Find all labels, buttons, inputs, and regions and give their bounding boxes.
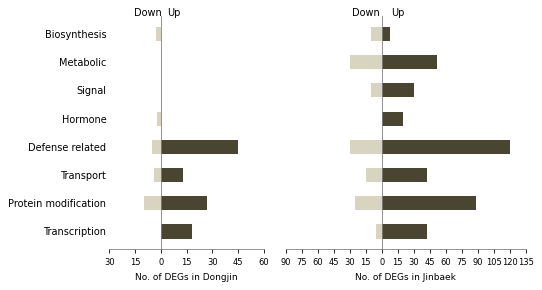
Bar [157,112,161,126]
Text: Up: Up [391,8,404,19]
Bar [382,224,427,238]
Bar [350,55,382,69]
Bar [161,168,183,182]
Bar [382,168,427,182]
Text: Up: Up [167,8,180,19]
Bar [152,140,161,154]
Bar [382,112,403,126]
Bar [355,196,382,210]
Bar [161,140,238,154]
Bar [366,168,382,182]
Bar [144,196,161,210]
X-axis label: No. of DEGs in Jinbaek: No. of DEGs in Jinbaek [355,273,456,282]
Bar [156,27,161,41]
Text: Down: Down [134,8,162,19]
Bar [382,83,414,97]
Bar [376,224,382,238]
Text: Down: Down [352,8,379,19]
Bar [161,196,207,210]
Bar [382,196,475,210]
Bar [350,140,382,154]
Bar [161,224,192,238]
Bar [371,83,382,97]
Bar [382,140,509,154]
Bar [382,55,437,69]
Bar [371,27,382,41]
Bar [154,168,161,182]
X-axis label: No. of DEGs in Dongjin: No. of DEGs in Dongjin [136,273,238,282]
Bar [382,27,390,41]
